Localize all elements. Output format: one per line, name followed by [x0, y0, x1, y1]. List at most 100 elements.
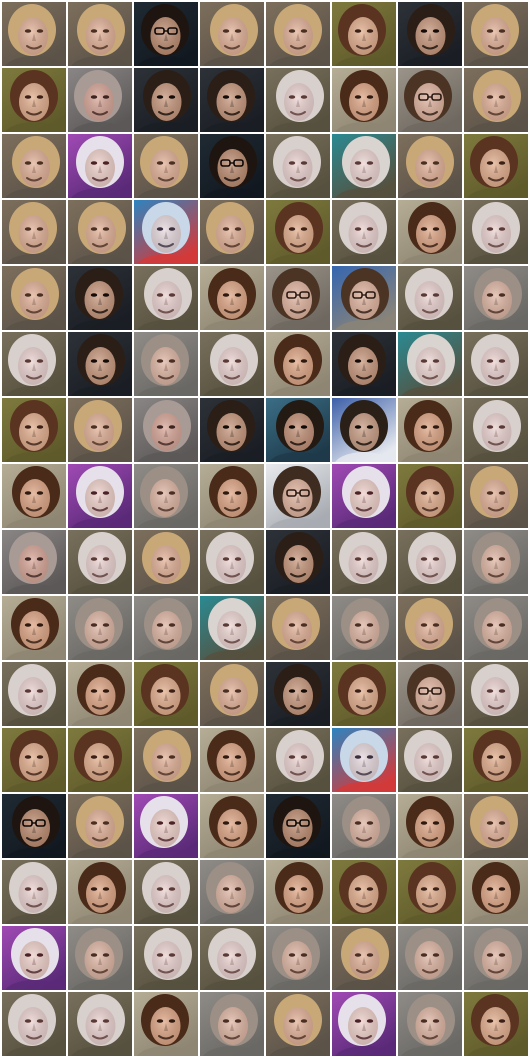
face-tile: [398, 860, 462, 924]
face-tile: [68, 662, 132, 726]
face-image: [332, 992, 396, 1056]
face-image: [332, 662, 396, 726]
face-tile: [200, 662, 264, 726]
face-tile: [398, 398, 462, 462]
face-image: [464, 530, 528, 594]
face-tile: [134, 134, 198, 198]
face-image: [464, 398, 528, 462]
face-tile: [134, 992, 198, 1056]
face-tile: [464, 794, 528, 858]
face-image: [266, 134, 330, 198]
face-image: [68, 926, 132, 990]
face-image: [68, 2, 132, 66]
face-tile: [2, 728, 66, 792]
face-tile: [68, 2, 132, 66]
face-image: [464, 662, 528, 726]
face-image: [200, 68, 264, 132]
face-tile: [2, 134, 66, 198]
face-tile: [332, 926, 396, 990]
face-tile: [266, 794, 330, 858]
face-image: [398, 266, 462, 330]
face-tile: [200, 266, 264, 330]
face-tile: [398, 662, 462, 726]
face-tile: [2, 662, 66, 726]
face-image: [332, 530, 396, 594]
face-tile: [200, 68, 264, 132]
face-tile: [200, 134, 264, 198]
face-image: [200, 200, 264, 264]
face-tile: [266, 860, 330, 924]
face-image: [2, 68, 66, 132]
face-tile: [134, 68, 198, 132]
face-image: [200, 134, 264, 198]
face-image: [68, 266, 132, 330]
face-tile: [200, 464, 264, 528]
face-tile: [68, 200, 132, 264]
face-tile: [266, 596, 330, 660]
face-tile: [332, 2, 396, 66]
face-tile: [134, 200, 198, 264]
face-image: [398, 992, 462, 1056]
face-tile: [2, 860, 66, 924]
face-tile: [266, 398, 330, 462]
face-tile: [200, 200, 264, 264]
face-tile: [68, 134, 132, 198]
face-image: [134, 68, 198, 132]
face-tile: [134, 332, 198, 396]
face-tile: [464, 332, 528, 396]
face-tile: [398, 992, 462, 1056]
face-image: [68, 332, 132, 396]
face-image: [266, 464, 330, 528]
face-image: [200, 992, 264, 1056]
face-image: [266, 398, 330, 462]
face-image: [266, 860, 330, 924]
face-image: [200, 332, 264, 396]
face-tile: [332, 398, 396, 462]
face-image: [68, 728, 132, 792]
face-tile: [398, 134, 462, 198]
face-tile: [2, 332, 66, 396]
face-image: [464, 134, 528, 198]
face-tile: [200, 2, 264, 66]
face-tile: [134, 662, 198, 726]
face-image: [2, 530, 66, 594]
face-tile: [464, 266, 528, 330]
face-tile: [266, 926, 330, 990]
face-tile: [200, 992, 264, 1056]
face-tile: [332, 464, 396, 528]
face-image: [68, 860, 132, 924]
face-image: [398, 68, 462, 132]
face-image: [134, 464, 198, 528]
face-tile: [2, 992, 66, 1056]
face-image: [134, 596, 198, 660]
face-tile: [68, 464, 132, 528]
face-tile: [2, 530, 66, 594]
face-tile: [464, 926, 528, 990]
face-image: [332, 926, 396, 990]
face-tile: [464, 200, 528, 264]
face-image: [398, 2, 462, 66]
face-image: [200, 464, 264, 528]
face-image: [68, 134, 132, 198]
face-image: [134, 662, 198, 726]
face-image: [398, 926, 462, 990]
face-tile: [134, 926, 198, 990]
face-image: [464, 596, 528, 660]
face-tile: [266, 200, 330, 264]
face-image: [266, 728, 330, 792]
face-tile: [2, 2, 66, 66]
face-tile: [464, 398, 528, 462]
face-image: [398, 530, 462, 594]
face-tile: [266, 992, 330, 1056]
face-image: [68, 398, 132, 462]
face-tile: [332, 266, 396, 330]
face-tile: [266, 134, 330, 198]
face-image: [200, 860, 264, 924]
face-tile: [266, 2, 330, 66]
face-image: [266, 662, 330, 726]
face-image: [134, 398, 198, 462]
face-image: [332, 464, 396, 528]
face-image: [266, 200, 330, 264]
face-tile: [464, 68, 528, 132]
face-image: [2, 200, 66, 264]
